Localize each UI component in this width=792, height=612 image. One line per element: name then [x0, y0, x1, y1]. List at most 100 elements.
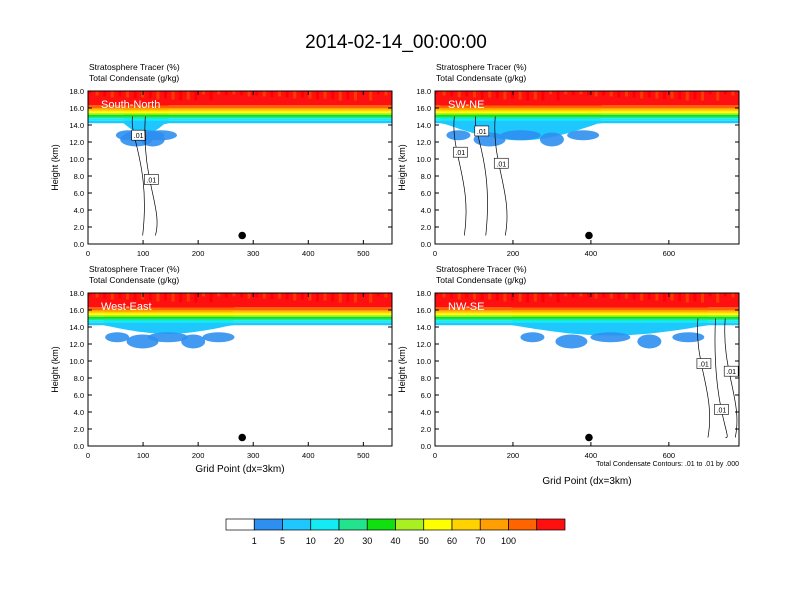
tracer-streak — [457, 91, 461, 98]
x-tick-label: 200 — [192, 451, 205, 460]
y-tick-label: 14.0 — [416, 323, 431, 332]
y-tick-label: 4.0 — [74, 408, 84, 417]
panel-title-line2: Total Condensate (g/kg) — [436, 73, 526, 83]
tracer-streak — [209, 293, 213, 303]
tracer-streak — [480, 91, 484, 99]
contour-label-box — [696, 358, 712, 369]
tracer-blob — [202, 332, 235, 343]
tracer-streak — [270, 293, 274, 300]
panel-title-line2: Total Condensate (g/kg) — [436, 275, 526, 285]
contour-label-box — [453, 146, 468, 158]
y-tick-label: 6.0 — [421, 189, 431, 198]
tracer-streak — [655, 91, 659, 99]
tracer-streak — [316, 293, 319, 302]
tracer-streak — [186, 293, 190, 302]
y-tick-label: 10.0 — [69, 155, 84, 164]
y-tick-label: 16.0 — [416, 306, 431, 315]
panel-nw-se: .01 .01 .01 NW-SE 0.0 2.0 4.0 6.0 8.0 10.0 12.0 14.… — [397, 264, 740, 487]
tracer-field — [88, 293, 392, 349]
y-tick-label: 12.0 — [416, 340, 431, 349]
y-tick-label: 10.0 — [69, 357, 84, 366]
colorbar-label: 50 — [419, 536, 429, 546]
tracer-streak — [285, 293, 289, 300]
tracer-streak — [376, 91, 380, 95]
contour-label: .01 — [477, 129, 487, 136]
colorbar-label: 40 — [390, 536, 400, 546]
tracer-streak — [156, 91, 160, 100]
tracer-streak — [564, 91, 568, 95]
condensate-contour — [144, 116, 158, 236]
tracer-streak — [316, 91, 319, 100]
tracer-streak — [594, 91, 598, 97]
tracer-blob — [105, 332, 130, 343]
x-axis-label: Grid Point (dx=3km) — [542, 476, 631, 487]
x-tick-label: 0 — [433, 249, 437, 258]
tracer-streak — [693, 91, 697, 100]
x-tick-label: 0 — [86, 451, 90, 460]
condensate-contour — [494, 116, 508, 236]
condensate-contour — [453, 116, 467, 236]
tracer-streak — [549, 91, 552, 95]
tracer-streak — [202, 91, 205, 95]
x-tick-label: 0 — [433, 451, 437, 460]
tracer-streak — [293, 91, 297, 99]
tracer-streak — [450, 91, 454, 97]
x-tick-label: 500 — [357, 451, 370, 460]
contour-label: .01 — [726, 369, 736, 376]
tracer-streak — [526, 91, 530, 101]
panel-sw-ne: .01 .01 .01 SW-NE 0.0 2.0 4.0 6.0 8.0 10.0 12.0 14.… — [397, 62, 740, 258]
tracer-streak — [518, 91, 522, 100]
y-tick-label: 2.0 — [421, 425, 431, 434]
tracer-blob — [144, 130, 177, 141]
tracer-streak — [533, 293, 537, 302]
tracer-streak — [376, 293, 380, 297]
tracer-streak — [442, 293, 446, 298]
y-tick-label: 10.0 — [416, 155, 431, 164]
panel-title-line1: Stratosphere Tracer (%) — [436, 264, 527, 274]
x-tick-label: 600 — [663, 451, 676, 460]
x-tick-label: 300 — [247, 451, 260, 460]
y-tick-label: 12.0 — [69, 138, 84, 147]
tracer-streak — [701, 91, 704, 101]
y-tick-label: 16.0 — [416, 104, 431, 113]
tracer-streak — [435, 293, 438, 297]
tracer-streak — [224, 91, 228, 96]
colorbar-label: 5 — [280, 536, 285, 546]
tracer-streak — [262, 91, 266, 97]
contour-label: .01 — [146, 177, 156, 184]
contour-label-box — [474, 125, 490, 137]
tracer-streak — [526, 293, 530, 303]
y-tick-label: 12.0 — [69, 340, 84, 349]
tracer-streak — [338, 293, 342, 303]
tracer-streak — [285, 91, 289, 98]
colorbar-label: 70 — [475, 536, 485, 546]
y-tick-label: 6.0 — [421, 391, 431, 400]
tracer-streak — [465, 293, 469, 299]
tracer-streak — [731, 293, 735, 298]
tracer-streak — [262, 293, 266, 299]
tracer-streak — [179, 293, 183, 303]
panel-label: NW-SE — [448, 301, 484, 313]
tracer-streak — [556, 91, 560, 101]
tracer-streak — [731, 91, 735, 96]
y-tick-label: 18.0 — [416, 87, 431, 96]
tracer-streak — [194, 91, 198, 101]
condensate-contour — [724, 318, 738, 438]
tracer-blob — [520, 332, 545, 343]
y-tick-label: 0.0 — [421, 240, 431, 249]
tracer-streak — [541, 293, 545, 303]
y-tick-label: 4.0 — [421, 408, 431, 417]
tracer-streak — [88, 293, 91, 297]
y-tick-label: 14.0 — [416, 121, 431, 130]
x-tick-label: 100 — [137, 451, 150, 460]
tracer-streak — [217, 293, 221, 297]
tracer-streak — [240, 91, 243, 96]
y-tick-label: 18.0 — [416, 289, 431, 298]
tracer-streak — [647, 91, 651, 98]
tracer-streak — [701, 293, 704, 303]
tracer-streak — [247, 91, 251, 97]
tracer-streak — [579, 91, 583, 95]
tracer-streak — [369, 91, 373, 101]
tracer-streak — [323, 293, 327, 301]
panel-frame — [87, 292, 393, 447]
